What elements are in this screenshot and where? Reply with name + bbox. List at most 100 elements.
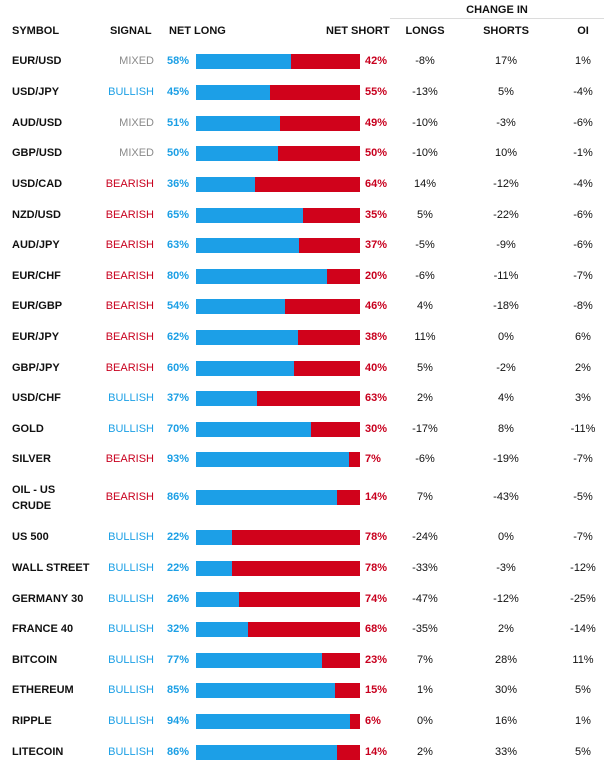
- symbol-link[interactable]: ETHEREUM: [12, 684, 74, 696]
- change-oi-value: -7%: [573, 531, 593, 543]
- change-oi-value: -6%: [573, 117, 593, 129]
- symbol-link[interactable]: GBP/USD: [12, 147, 63, 159]
- sentiment-bar: [196, 622, 360, 637]
- net-long-bar-fill: [196, 391, 257, 406]
- symbol-link[interactable]: USD/JPY: [12, 86, 60, 98]
- change-longs-value: -6%: [415, 270, 435, 282]
- net-short-value: 46%: [365, 300, 388, 312]
- change-oi-value: 5%: [575, 746, 591, 758]
- change-shorts-value: 17%: [494, 55, 518, 67]
- change-shorts-value: 0%: [498, 531, 514, 543]
- sentiment-bar: [196, 422, 360, 437]
- net-long-bar-fill: [196, 530, 233, 545]
- change-oi-value: 1%: [575, 715, 591, 727]
- signal-badge: BULLISH: [108, 654, 154, 666]
- change-shorts-value: 30%: [494, 684, 518, 696]
- change-longs-value: 1%: [417, 684, 433, 696]
- symbol-link[interactable]: EUR/JPY: [12, 331, 60, 343]
- symbol-link[interactable]: SILVER: [12, 453, 51, 465]
- change-shorts-value: 28%: [494, 654, 518, 666]
- symbol-link[interactable]: USD/CAD: [12, 178, 63, 190]
- net-long-value: 22%: [166, 562, 189, 574]
- net-short-value: 6%: [365, 715, 381, 727]
- signal-badge: BEARISH: [105, 362, 154, 374]
- change-in-divider: [390, 18, 604, 19]
- sentiment-bar: [196, 116, 360, 131]
- symbol-link[interactable]: GERMANY 30: [12, 593, 84, 605]
- signal-badge: BEARISH: [105, 300, 154, 312]
- symbol-link[interactable]: EUR/USD: [12, 55, 62, 67]
- change-shorts-value: -9%: [496, 239, 516, 251]
- net-long-value: 54%: [166, 300, 189, 312]
- symbol-link[interactable]: RIPPLE: [12, 715, 52, 727]
- symbol-link[interactable]: US 500: [12, 531, 49, 543]
- net-short-value: 7%: [365, 453, 381, 465]
- change-longs-value: -35%: [412, 623, 438, 635]
- change-shorts-value: -11%: [493, 270, 519, 282]
- net-long-value: 63%: [166, 239, 189, 251]
- net-short-value: 23%: [365, 654, 388, 666]
- net-long-bar-fill: [196, 116, 280, 131]
- change-longs-value: -33%: [412, 562, 438, 574]
- signal-badge: BULLISH: [108, 684, 154, 696]
- change-oi-value: 2%: [575, 362, 591, 374]
- signal-badge: MIXED: [119, 117, 154, 129]
- net-long-value: 51%: [166, 117, 189, 129]
- symbol-link[interactable]: USD/CHF: [12, 392, 61, 404]
- change-longs-value: -8%: [415, 55, 435, 67]
- net-long-bar-fill: [196, 653, 323, 668]
- signal-badge: BEARISH: [105, 453, 154, 465]
- sentiment-bar: [196, 561, 360, 576]
- net-short-value: 74%: [365, 593, 388, 605]
- sentiment-bar: [196, 330, 360, 345]
- symbol-link[interactable]: BITCOIN: [12, 654, 58, 666]
- symbol-link[interactable]: AUD/USD: [12, 117, 63, 129]
- change-longs-value: 5%: [417, 362, 433, 374]
- change-longs-value: -17%: [412, 423, 438, 435]
- net-long-value: 36%: [166, 178, 189, 190]
- symbol-link[interactable]: AUD/JPY: [12, 239, 60, 251]
- change-shorts-value: -3%: [496, 562, 516, 574]
- net-short-value: 68%: [365, 623, 388, 635]
- change-longs-value: 7%: [417, 491, 433, 503]
- change-oi-value: -6%: [573, 239, 593, 251]
- symbol-link[interactable]: NZD/USD: [12, 209, 61, 221]
- symbol-link[interactable]: OIL - US CRUDE: [12, 484, 56, 512]
- change-oi-value: -5%: [573, 491, 593, 503]
- sentiment-bar: [196, 745, 360, 760]
- net-long-bar-fill: [196, 490, 338, 505]
- net-short-value: 20%: [365, 270, 388, 282]
- change-oi-value: 5%: [575, 684, 591, 696]
- change-oi-value: -12%: [570, 562, 596, 574]
- signal-badge: BULLISH: [108, 562, 154, 574]
- change-shorts-value: 5%: [498, 86, 514, 98]
- change-shorts-value: -22%: [493, 209, 519, 221]
- symbol-link[interactable]: WALL STREET: [12, 562, 90, 574]
- symbol-link[interactable]: EUR/CHF: [12, 270, 61, 282]
- header-oi: OI: [577, 25, 589, 37]
- net-long-bar-fill: [196, 330, 298, 345]
- change-longs-value: 2%: [417, 746, 433, 758]
- change-oi-value: 6%: [575, 331, 591, 343]
- net-long-value: 32%: [166, 623, 189, 635]
- net-short-value: 55%: [365, 86, 388, 98]
- symbol-link[interactable]: EUR/GBP: [12, 300, 63, 312]
- net-long-value: 94%: [166, 715, 189, 727]
- symbol-link[interactable]: GOLD: [12, 423, 44, 435]
- change-oi-value: -25%: [570, 593, 596, 605]
- symbol-link[interactable]: GBP/JPY: [12, 362, 60, 374]
- net-long-bar-fill: [196, 146, 278, 161]
- sentiment-bar: [196, 592, 360, 607]
- net-long-value: 93%: [166, 453, 189, 465]
- signal-badge: BULLISH: [108, 531, 154, 543]
- symbol-link[interactable]: LITECOIN: [12, 746, 64, 758]
- change-oi-value: -8%: [573, 300, 593, 312]
- sentiment-bar: [196, 452, 360, 467]
- change-longs-value: 7%: [417, 654, 433, 666]
- change-shorts-value: -12%: [493, 593, 519, 605]
- symbol-link[interactable]: FRANCE 40: [12, 623, 74, 635]
- change-shorts-value: -12%: [493, 178, 519, 190]
- net-short-value: 64%: [365, 178, 388, 190]
- net-short-value: 38%: [365, 331, 388, 343]
